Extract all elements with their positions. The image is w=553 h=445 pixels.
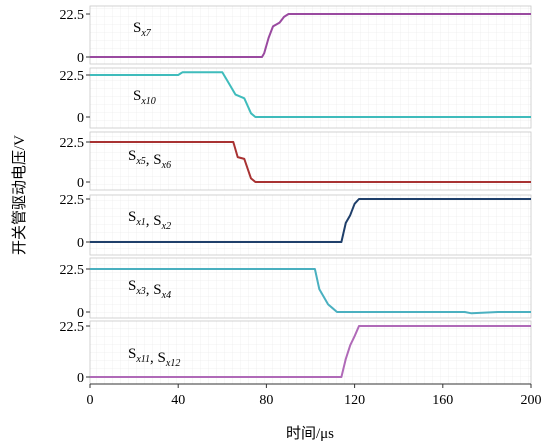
x-axis-label: 时间/μs — [286, 425, 334, 442]
panel-2: 0 22.5 Sx10 — [60, 67, 532, 129]
signal-line-3 — [90, 141, 531, 183]
y-tick-label: 0 — [77, 236, 84, 251]
x-tick-label: 80 — [259, 393, 273, 408]
panel-3: 0 22.5 Sx5, Sx6 — [60, 131, 532, 191]
panel-frame — [89, 320, 532, 385]
panel-1: 0 22.5 Sx7 — [60, 5, 532, 66]
x-tick-label: 40 — [171, 393, 185, 408]
panel-6: 0 22.5 Sx11, Sx12 — [60, 320, 532, 386]
y-tick-label: 22.5 — [60, 263, 85, 278]
signal-line-5 — [90, 268, 531, 315]
panel-label: Sx7 — [133, 20, 152, 39]
panel-label: Sx10 — [133, 88, 156, 107]
y-tick-label: 22.5 — [60, 69, 85, 84]
panel-4: 0 22.5 Sx1, Sx2 — [60, 193, 532, 256]
signal-line-2 — [90, 71, 531, 118]
y-tick-label: 0 — [77, 371, 84, 386]
panel-5: 0 22.5 Sx3, Sx4 — [60, 257, 532, 321]
y-tick-label: 0 — [77, 306, 84, 321]
y-tick-label: 0 — [77, 51, 84, 66]
panel-label: Sx1, Sx2 — [128, 209, 171, 232]
y-tick-label: 0 — [77, 176, 84, 191]
panel-label: Sx5, Sx6 — [128, 148, 171, 171]
panel-label: Sx11, Sx12 — [128, 346, 180, 369]
y-tick-label: 22.5 — [60, 320, 85, 335]
signal-line-6 — [90, 325, 531, 378]
x-tick-label: 200 — [521, 393, 542, 408]
x-tick-label: 120 — [344, 393, 365, 408]
panel-frame — [89, 194, 532, 256]
signal-line-4 — [90, 198, 531, 243]
panel-frame — [89, 5, 532, 65]
x-tick-label: 0 — [87, 393, 94, 408]
x-tick-label: 160 — [432, 393, 453, 408]
y-tick-label: 22.5 — [60, 8, 85, 23]
y-axis-label: 开关管驱动电压/V — [11, 135, 28, 255]
panel-frame — [89, 67, 532, 129]
y-tick-label: 22.5 — [60, 193, 85, 208]
signal-line-1 — [90, 13, 531, 58]
panel-label: Sx3, Sx4 — [128, 278, 171, 301]
y-tick-label: 0 — [77, 111, 84, 126]
y-tick-label: 22.5 — [60, 136, 85, 151]
